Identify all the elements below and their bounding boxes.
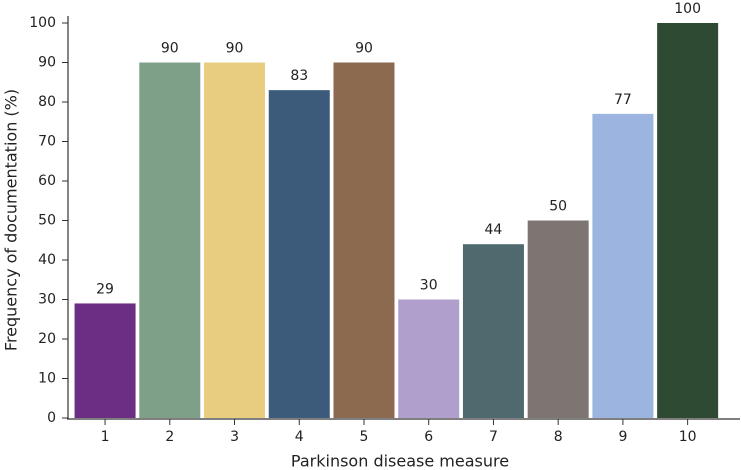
bar xyxy=(527,220,589,418)
bar xyxy=(268,90,330,419)
bar xyxy=(204,62,266,418)
y-tick-label: 60 xyxy=(38,173,56,189)
x-tick-label: 4 xyxy=(295,429,304,445)
x-tick-label: 10 xyxy=(679,429,697,445)
bar xyxy=(333,62,395,418)
bar xyxy=(139,62,201,418)
y-tick-label: 90 xyxy=(38,55,56,71)
x-tick-label: 6 xyxy=(424,429,433,445)
x-tick-label: 5 xyxy=(360,429,369,445)
data-label: 50 xyxy=(549,199,567,215)
y-tick-label: 20 xyxy=(38,331,56,347)
data-label: 77 xyxy=(614,92,632,108)
data-label: 90 xyxy=(226,41,244,57)
x-tick-label: 2 xyxy=(165,429,174,445)
x-axis-title: Parkinson disease measure xyxy=(291,452,509,470)
x-tick-label: 8 xyxy=(554,429,563,445)
bar xyxy=(74,303,136,418)
data-label: 30 xyxy=(420,278,438,294)
bar xyxy=(592,113,654,418)
y-tick-label: 40 xyxy=(38,252,56,268)
y-tick-label: 50 xyxy=(38,213,56,229)
bar xyxy=(657,23,719,418)
x-tick-label: 1 xyxy=(101,429,110,445)
x-tick-label: 7 xyxy=(489,429,498,445)
data-label: 83 xyxy=(290,68,308,84)
data-label: 90 xyxy=(161,41,179,57)
bar xyxy=(398,299,460,418)
y-tick-label: 80 xyxy=(38,94,56,110)
y-tick-label: 10 xyxy=(38,371,56,387)
y-tick-label: 100 xyxy=(29,15,56,31)
y-axis-title: Frequency of documentation (%) xyxy=(2,89,21,351)
y-tick-label: 0 xyxy=(47,410,56,426)
bar xyxy=(462,244,524,418)
data-label: 100 xyxy=(674,1,701,17)
data-label: 44 xyxy=(485,222,503,238)
y-tick-label: 70 xyxy=(38,134,56,150)
x-tick-label: 9 xyxy=(618,429,627,445)
data-label: 90 xyxy=(355,41,373,57)
y-tick-label: 30 xyxy=(38,292,56,308)
data-label: 29 xyxy=(96,281,114,297)
x-tick-label: 3 xyxy=(230,429,239,445)
